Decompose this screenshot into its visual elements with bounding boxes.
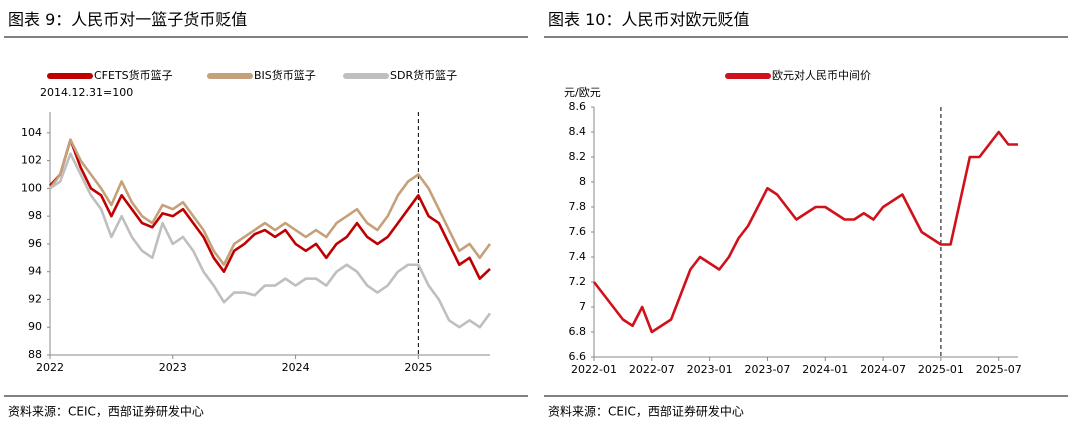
- y-tick-label: 90: [28, 320, 42, 333]
- x-tick-label: 2022-07: [629, 363, 675, 376]
- y-tick-label: 7.2: [569, 275, 587, 288]
- series-line: [49, 152, 492, 329]
- y-tick-label: 96: [28, 237, 42, 250]
- x-tick-label: 2022-01: [571, 363, 617, 376]
- source: 资料来源：CEIC，西部证券研发中心: [548, 404, 744, 419]
- x-tick-label: 2024-07: [860, 363, 906, 376]
- x-tick-label: 2023-01: [687, 363, 733, 376]
- x-tick-label: 2024: [282, 361, 310, 374]
- x-tick-label: 2023-07: [744, 363, 790, 376]
- y-tick-label: 92: [28, 292, 42, 305]
- y-label: 元/欧元: [564, 86, 601, 99]
- x-tick-label: 2022: [36, 361, 64, 374]
- y-tick-label: 7.4: [569, 250, 587, 263]
- y-tick-label: 8: [579, 175, 586, 188]
- x-tick-label: 2025-01: [918, 363, 964, 376]
- y-tick-label: 100: [21, 181, 42, 194]
- y-tick-label: 7: [579, 300, 586, 313]
- y-tick-label: 6.8: [569, 325, 587, 338]
- legend-label: CFETS货币篮子: [94, 68, 173, 82]
- chart-title: 图表 10：人民币对欧元贬值: [548, 10, 749, 29]
- series-line: [48, 138, 492, 267]
- y-label: 2014.12.31=100: [40, 86, 133, 99]
- legend-label: BIS货币篮子: [254, 68, 316, 82]
- x-tick-label: 2023: [159, 361, 187, 374]
- y-tick-label: 88: [28, 348, 42, 361]
- y-tick-label: 6.6: [569, 350, 587, 363]
- series-line: [49, 138, 491, 280]
- x-tick-label: 2025: [404, 361, 432, 374]
- legend-label: SDR货币篮子: [390, 68, 457, 82]
- y-tick-label: 98: [28, 209, 42, 222]
- source: 资料来源：CEIC，西部证券研发中心: [8, 404, 204, 419]
- y-tick-label: 7.8: [569, 200, 587, 213]
- chart-title: 图表 9：人民币对一篮子货币贬值: [8, 10, 247, 29]
- legend-label: 欧元对人民币中间价: [772, 68, 871, 82]
- y-tick-label: 8.6: [569, 100, 587, 113]
- x-tick-label: 2024-01: [802, 363, 848, 376]
- y-tick-label: 8.2: [569, 150, 587, 163]
- y-tick-label: 7.6: [569, 225, 587, 238]
- y-tick-label: 8.4: [569, 125, 587, 138]
- series-line: [592, 130, 1018, 334]
- x-tick-label: 2025-07: [976, 363, 1022, 376]
- y-tick-label: 102: [21, 154, 42, 167]
- y-tick-label: 94: [28, 265, 42, 278]
- y-tick-label: 104: [21, 126, 42, 139]
